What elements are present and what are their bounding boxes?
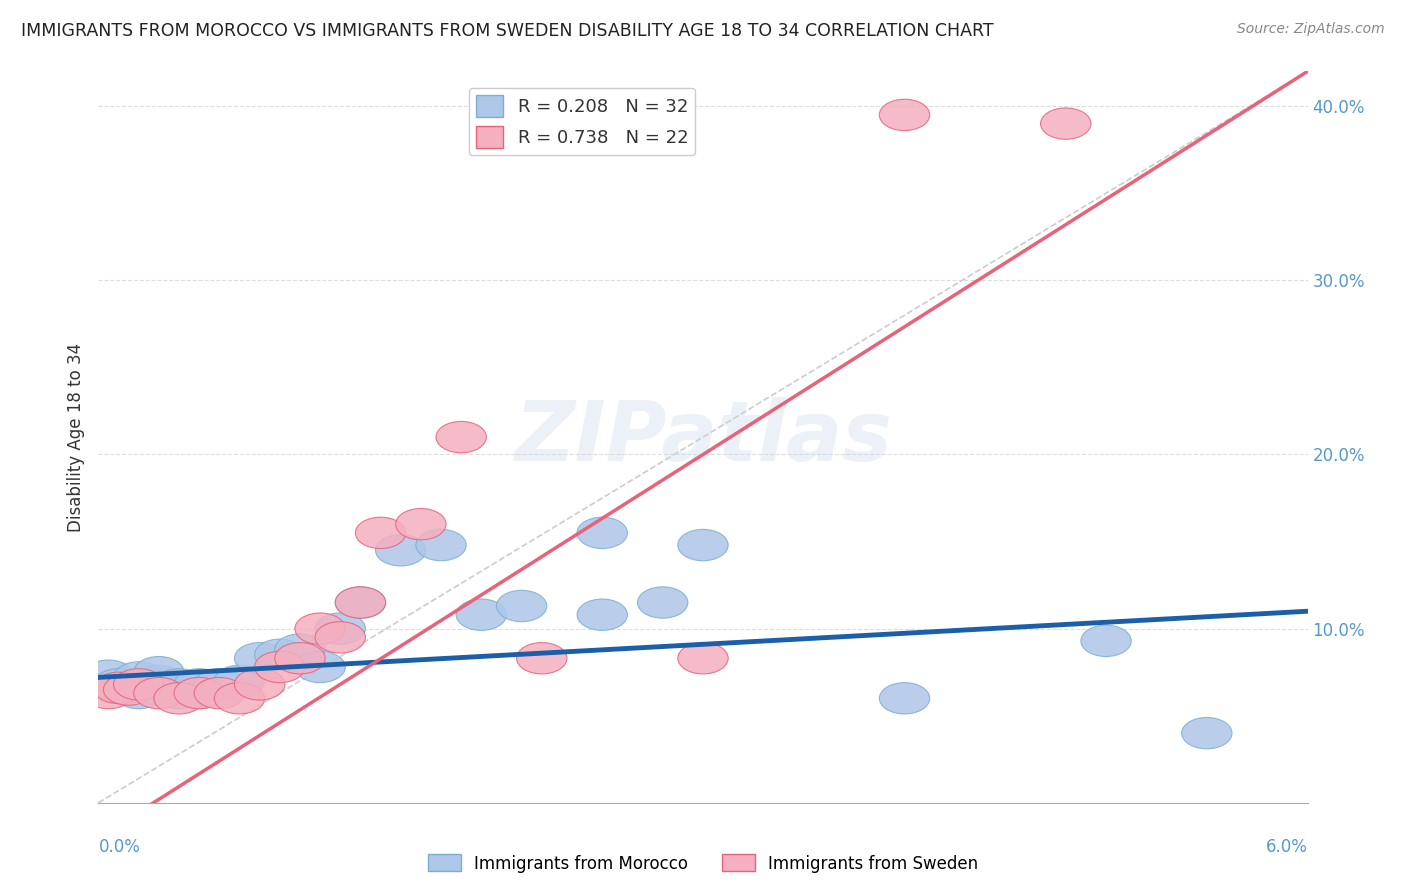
Ellipse shape bbox=[637, 587, 688, 618]
Ellipse shape bbox=[104, 674, 153, 706]
Ellipse shape bbox=[153, 669, 204, 700]
Ellipse shape bbox=[134, 674, 184, 706]
Ellipse shape bbox=[456, 599, 506, 631]
Ellipse shape bbox=[254, 651, 305, 682]
Ellipse shape bbox=[134, 657, 184, 688]
Ellipse shape bbox=[114, 669, 165, 700]
Ellipse shape bbox=[335, 587, 385, 618]
Ellipse shape bbox=[134, 665, 184, 697]
Ellipse shape bbox=[194, 677, 245, 709]
Ellipse shape bbox=[496, 591, 547, 622]
Text: 6.0%: 6.0% bbox=[1265, 838, 1308, 856]
Ellipse shape bbox=[124, 669, 174, 700]
Ellipse shape bbox=[576, 599, 627, 631]
Ellipse shape bbox=[295, 651, 346, 682]
Ellipse shape bbox=[879, 682, 929, 714]
Ellipse shape bbox=[879, 99, 929, 130]
Ellipse shape bbox=[114, 677, 165, 709]
Ellipse shape bbox=[235, 642, 285, 674]
Ellipse shape bbox=[295, 613, 346, 644]
Ellipse shape bbox=[194, 669, 245, 700]
Ellipse shape bbox=[315, 613, 366, 644]
Ellipse shape bbox=[274, 634, 325, 665]
Ellipse shape bbox=[153, 682, 204, 714]
Ellipse shape bbox=[83, 677, 134, 709]
Ellipse shape bbox=[174, 677, 225, 709]
Ellipse shape bbox=[1040, 108, 1091, 139]
Ellipse shape bbox=[274, 642, 325, 674]
Ellipse shape bbox=[516, 642, 567, 674]
Ellipse shape bbox=[134, 677, 184, 709]
Ellipse shape bbox=[375, 534, 426, 566]
Text: 0.0%: 0.0% bbox=[98, 838, 141, 856]
Ellipse shape bbox=[174, 677, 225, 709]
Ellipse shape bbox=[678, 529, 728, 561]
Ellipse shape bbox=[214, 682, 264, 714]
Ellipse shape bbox=[576, 517, 627, 549]
Ellipse shape bbox=[83, 660, 134, 691]
Ellipse shape bbox=[678, 642, 728, 674]
Ellipse shape bbox=[214, 665, 264, 697]
Ellipse shape bbox=[1181, 717, 1232, 748]
Ellipse shape bbox=[1081, 625, 1132, 657]
Ellipse shape bbox=[104, 673, 153, 704]
Ellipse shape bbox=[315, 622, 366, 653]
Ellipse shape bbox=[416, 529, 467, 561]
Ellipse shape bbox=[93, 669, 143, 700]
Legend: R = 0.208   N = 32, R = 0.738   N = 22: R = 0.208 N = 32, R = 0.738 N = 22 bbox=[468, 87, 696, 155]
Ellipse shape bbox=[93, 673, 143, 704]
Y-axis label: Disability Age 18 to 34: Disability Age 18 to 34 bbox=[66, 343, 84, 532]
Legend: Immigrants from Morocco, Immigrants from Sweden: Immigrants from Morocco, Immigrants from… bbox=[420, 847, 986, 880]
Text: ZIPatlas: ZIPatlas bbox=[515, 397, 891, 477]
Ellipse shape bbox=[174, 669, 225, 700]
Ellipse shape bbox=[153, 677, 204, 709]
Ellipse shape bbox=[356, 517, 406, 549]
Ellipse shape bbox=[436, 421, 486, 453]
Ellipse shape bbox=[235, 669, 285, 700]
Ellipse shape bbox=[395, 508, 446, 540]
Ellipse shape bbox=[114, 662, 165, 693]
Ellipse shape bbox=[335, 587, 385, 618]
Text: IMMIGRANTS FROM MOROCCO VS IMMIGRANTS FROM SWEDEN DISABILITY AGE 18 TO 34 CORREL: IMMIGRANTS FROM MOROCCO VS IMMIGRANTS FR… bbox=[21, 22, 994, 40]
Text: Source: ZipAtlas.com: Source: ZipAtlas.com bbox=[1237, 22, 1385, 37]
Ellipse shape bbox=[254, 639, 305, 671]
